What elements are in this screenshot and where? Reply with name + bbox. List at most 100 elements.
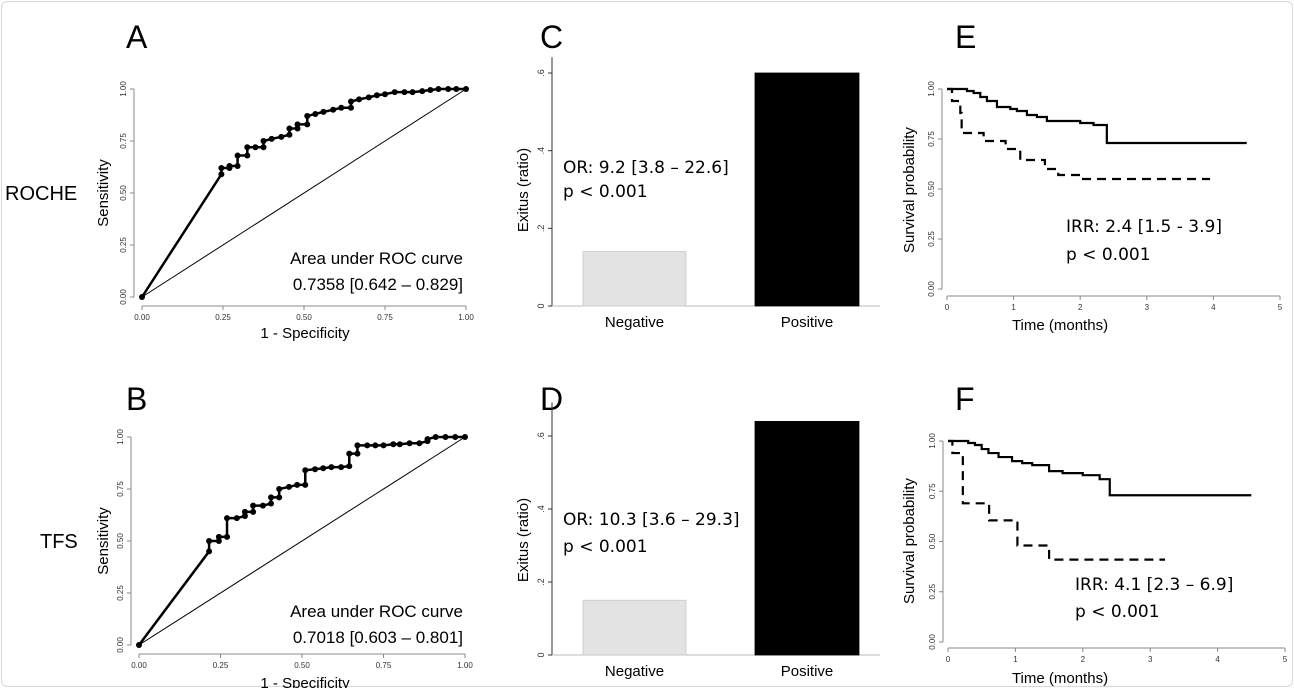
y-tick-label: 0.75 [927,131,936,147]
y-tick-label: 1.00 [119,81,128,97]
y-axis-label: Survival probability [901,127,918,253]
roc-point [226,162,233,169]
x-tick-label: 4 [1211,303,1216,312]
y-tick-label: 0.00 [928,634,937,650]
auc-value: 0.7358 [0.642 – 0.829] [293,275,463,294]
panel-letter: B [126,381,147,417]
x-tick-label: 4 [1215,655,1220,664]
roc-point [347,104,354,111]
roc-point [224,515,231,522]
roc-point [390,441,397,448]
x-tick-label: 0.25 [213,661,229,670]
roc-point [286,131,293,138]
x-tick-label: 0.75 [376,661,392,670]
reference-diagonal-line [138,436,466,646]
auc-title: Area under ROC curve [290,249,463,268]
roc-point [330,106,337,113]
roc-point [250,508,257,515]
roc-point [234,162,241,169]
roc-point [312,110,319,117]
roc-point [416,440,423,447]
roc-point [241,513,248,520]
x-tick-label: 3 [1148,655,1153,664]
roc-point [396,441,403,448]
roc-point [252,144,259,151]
x-axis-label: 1 - Specificity [260,675,350,688]
roc-point [452,434,459,440]
survival-curve-solid [947,87,1247,145]
roc-point [206,548,213,555]
x-tick-label: 0.25 [215,313,231,322]
y-tick-label: 0.75 [119,133,128,149]
panel-d: D 0 .2 .4 .6 Negative Positive Exitus (ratio) OR… [515,381,880,680]
x-tick-label: 0.50 [296,313,312,322]
y-tick-label: 0.50 [119,185,128,201]
roc-point [445,86,452,92]
roc-point [218,171,225,178]
roc-point [354,442,361,449]
x-tick-label: 1.00 [458,313,474,322]
roc-point [268,135,275,142]
x-tick-label: 0 [945,303,950,312]
x-tick-label: 0.50 [294,661,310,670]
x-tick-label: 0.00 [134,313,150,322]
bar-negative [582,599,687,656]
roc-point [462,434,468,440]
x-tick-label: 0.75 [377,313,393,322]
x-tick-label: 2 [1078,303,1083,312]
x-category-label: Positive [781,314,834,331]
survival-curve-dashed [948,439,1166,561]
roc-point [442,434,449,440]
roc-point [215,538,222,544]
roc-point [250,502,257,509]
reference-diagonal-line [141,88,467,298]
roc-point [268,500,275,507]
panel-letter: C [540,19,563,55]
panel-f: F 0.00 0.25 0.50 0.75 1.00 0 1 2 3 4 5 Time (months)… [901,381,1288,687]
y-tick-label: 0.25 [116,585,125,601]
y-tick-label: 0 [536,303,546,308]
y-tick-label: 1.00 [928,433,937,449]
y-tick-label: 0.50 [928,533,937,549]
y-tick-label: 0.25 [927,231,936,247]
roc-point [380,442,387,449]
x-tick-label: 1.00 [457,661,473,670]
x-tick-label: 1 [1011,303,1016,312]
x-axis-label: 1 - Specificity [260,325,350,342]
panel-a: A 0.00 0.25 0.50 0.75 1.00 0.00 0.25 0.50 0.75 1.0… [95,19,474,342]
roc-point [364,442,371,449]
irr-text: IRR: 2.4 [1.5 - 3.9] [1066,217,1222,237]
roc-point [354,450,361,457]
roc-point [278,133,285,140]
y-tick-label: 0.25 [928,583,937,599]
roc-point [218,165,225,172]
roc-point [304,121,311,128]
roc-point [286,125,293,132]
bar-positive [754,72,860,307]
irr-text: IRR: 4.1 [2.3 – 6.9] [1075,575,1233,595]
roc-point [276,494,283,501]
panel-letter: F [955,381,975,417]
roc-point [268,494,275,501]
roc-point [224,533,231,540]
x-tick-label: 0 [946,655,951,664]
survival-curve-solid [948,439,1252,497]
y-tick-label: 0.50 [116,533,125,549]
y-axis-label: Sensitivity [95,507,112,575]
x-tick-label: 0.00 [131,661,147,670]
roc-point [294,125,301,132]
y-axis-label: Sensitivity [95,159,112,227]
y-tick-label: .6 [536,432,546,440]
roc-point [285,483,292,490]
y-tick-label: 1.00 [927,81,936,97]
x-tick-label: 5 [1278,303,1283,312]
p-value-text: p < 0.001 [563,537,648,557]
panel-letter: A [126,19,148,55]
roc-point [244,152,251,159]
x-category-label: Negative [605,314,664,331]
y-axis-label: Exitus (ratio) [515,498,532,582]
y-tick-label: .4 [536,505,546,513]
roc-point [320,465,327,472]
panel-c: C 0 .2 .4 .6 Negative Positive Exitus (ratio) OR… [515,19,880,331]
roc-point [382,91,388,98]
